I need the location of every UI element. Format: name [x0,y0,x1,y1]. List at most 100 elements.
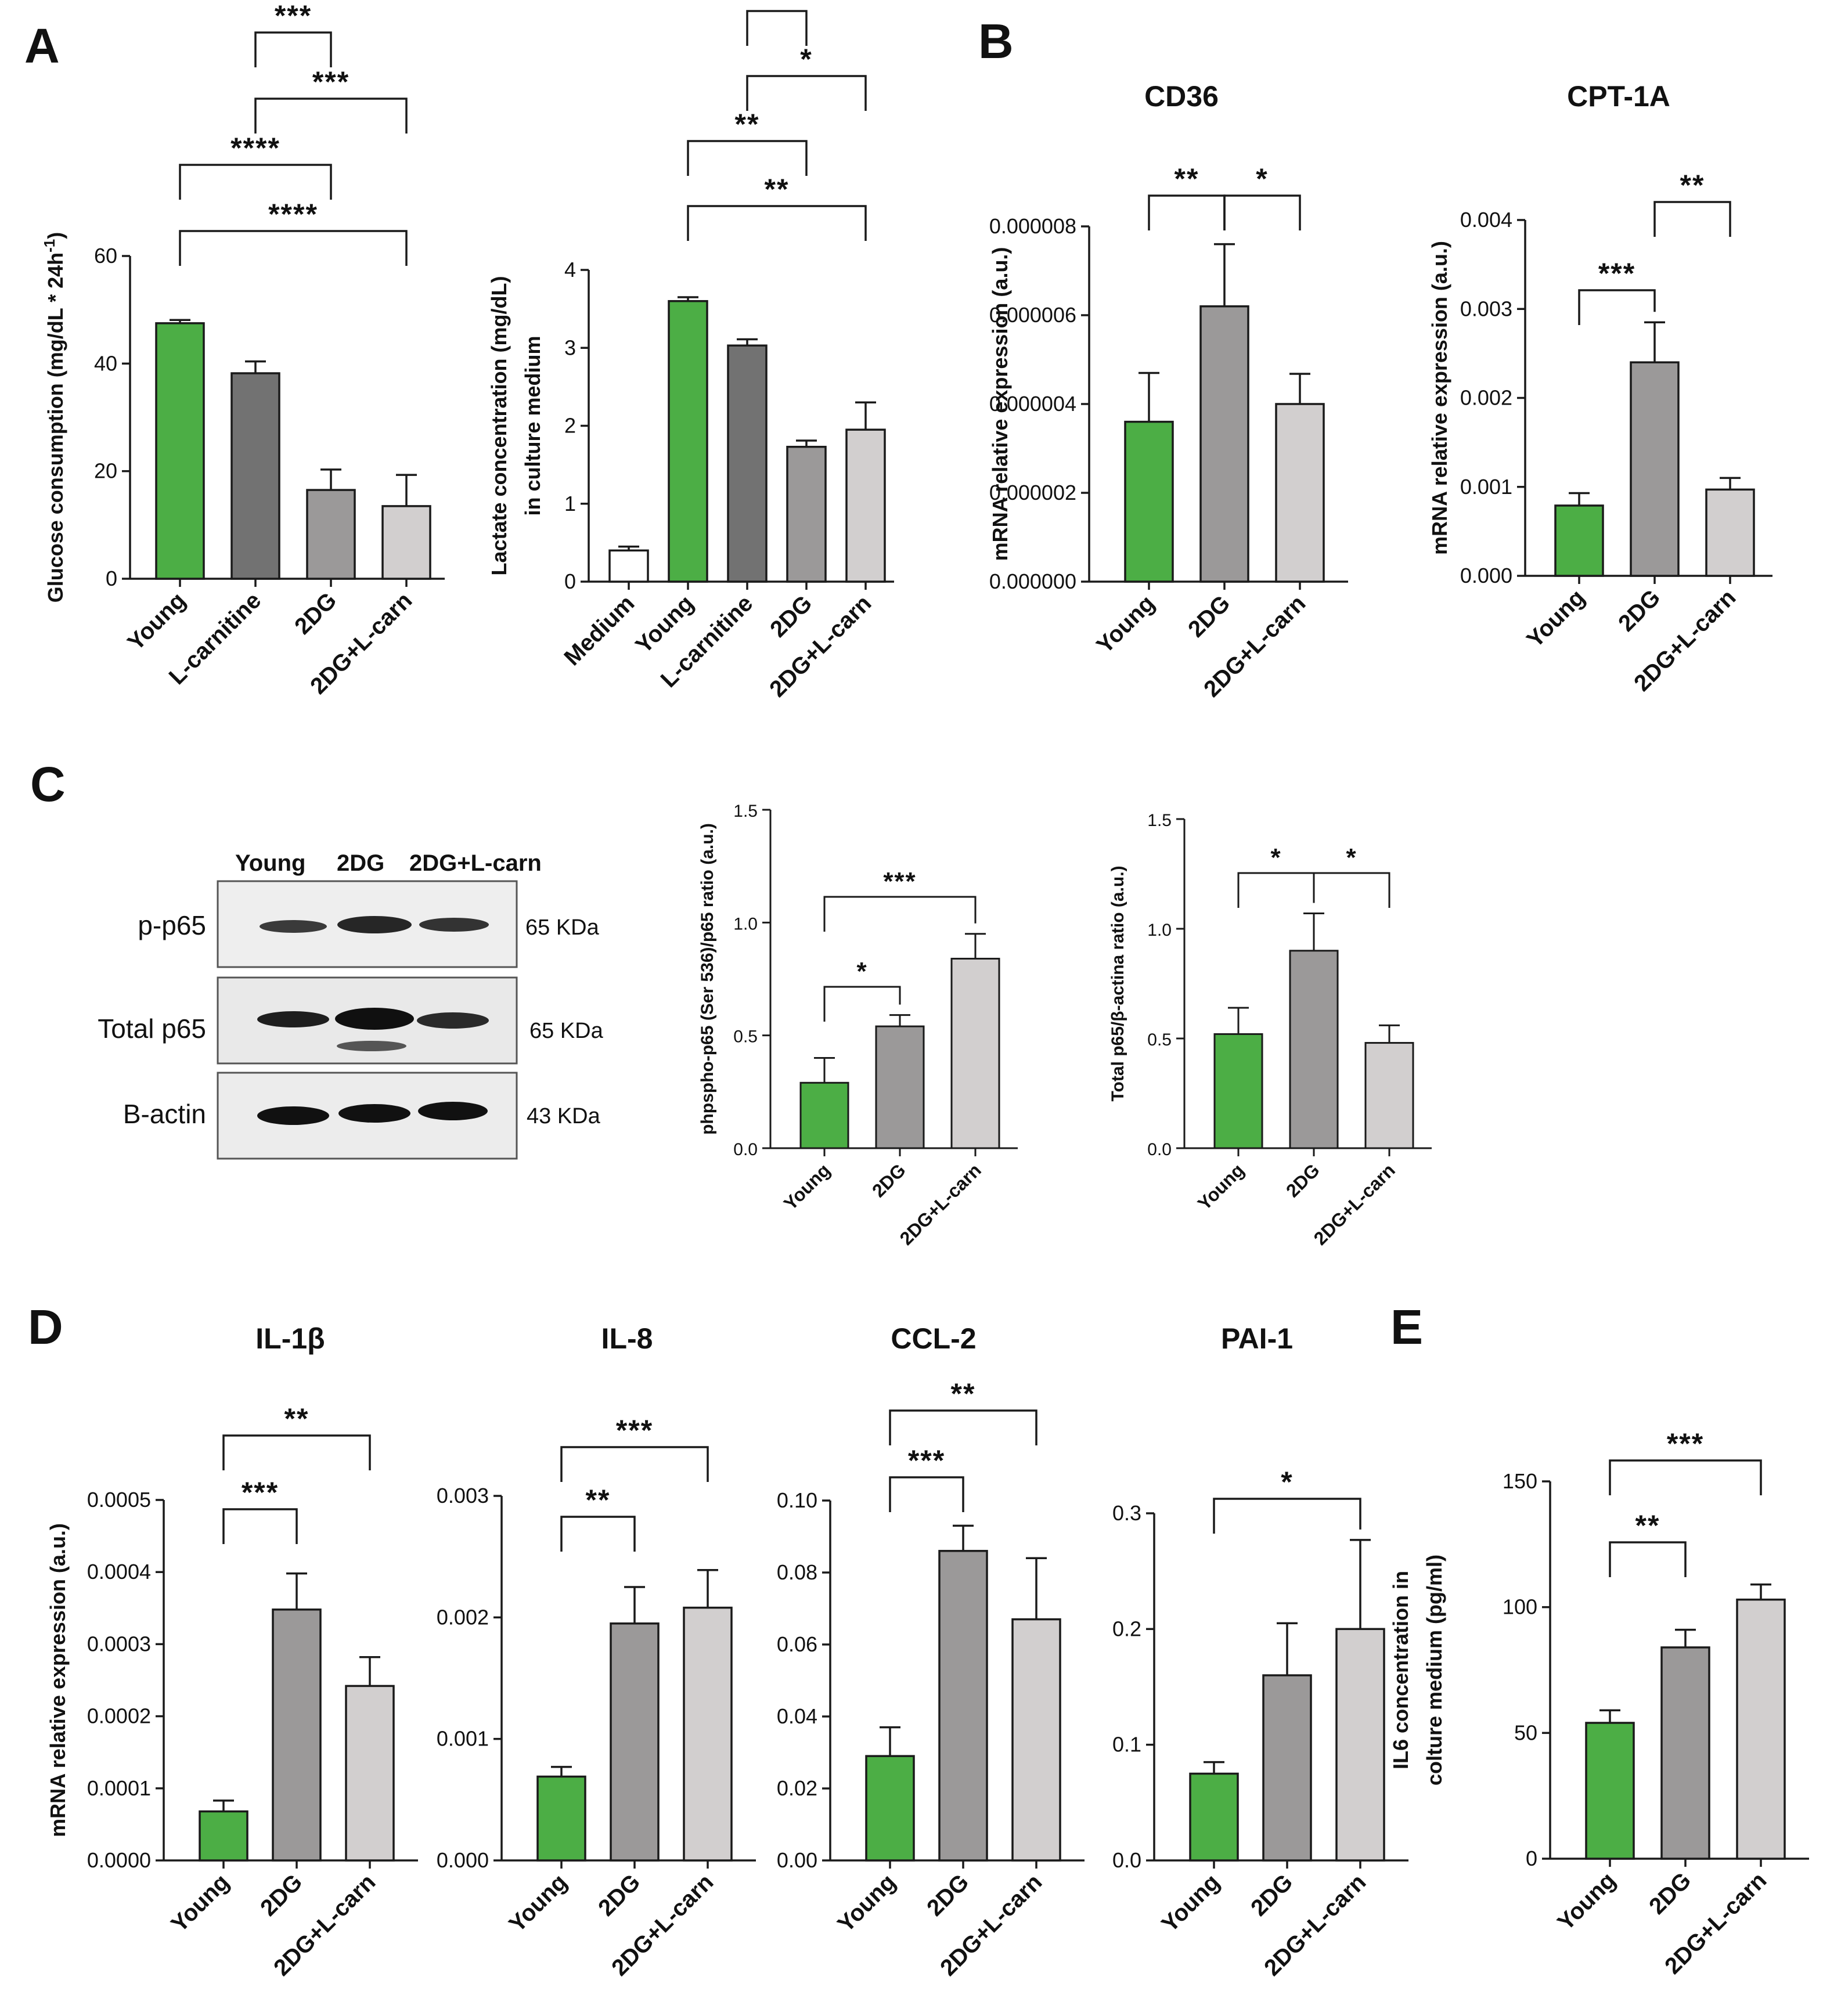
bar-lactate-0 [608,549,649,583]
significance-bracket [889,1476,964,1512]
bar-il1b-2 [345,1685,395,1862]
bar-cd36-2 [1275,403,1325,583]
significance-bracket [823,896,977,932]
significance-bracket [1213,1498,1361,1534]
significance-label: *** [883,867,916,896]
y-tick-label: 1 [564,492,576,515]
y-tick-label: 0.5 [733,1027,758,1047]
y-tick-label: 0.002 [437,1605,489,1629]
y-tick-label: 0.000006 [989,303,1076,327]
significance-bracket [1609,1459,1762,1495]
wb-row-label-bactin: B-actin [123,1099,206,1129]
significance-bracket [254,31,332,67]
chart-title-cpt1a: CPT-1A [1567,80,1670,113]
chart-title-cd36: CD36 [1144,80,1219,113]
y-tick-label: 60 [94,244,117,268]
significance-label: *** [908,1444,945,1477]
y-tick-label: 0.0 [1147,1140,1172,1159]
significance-label: * [800,43,812,75]
y-tick-label: 50 [1514,1721,1537,1744]
panel-letter-d: D [28,1300,63,1354]
significance-bracket [746,75,867,111]
significance-bracket [1313,872,1390,908]
bar-cd36-1 [1199,305,1249,583]
bar-pp65-0 [799,1081,849,1149]
y-tick-label: 0.000000 [989,569,1076,593]
wb-row-label-totalp65: Total p65 [98,1014,206,1044]
bar-lactate-3 [786,445,827,583]
y-tick-label: 0.000 [1460,564,1512,587]
y-tick-label: 0.0 [733,1140,758,1159]
y-tick-label: 100 [1503,1595,1537,1619]
wb-band [418,1102,488,1120]
significance-label: *** [275,0,312,32]
y-axis-title-lactate-line2: in culture medium [521,336,545,515]
bar-totalp65-1 [1289,950,1339,1149]
y-tick-label: 0.001 [1460,475,1512,499]
significance-bracket [889,1409,1037,1445]
panel-letter-c: C [30,757,66,812]
chart-title-il1b: IL-1β [255,1322,325,1355]
bar-glucose-2 [306,489,356,580]
significance-label: **** [230,132,280,164]
significance-label: *** [242,1476,279,1509]
wb-band [257,1011,329,1027]
y-tick-label: 0.5 [1147,1030,1172,1050]
y-tick-label: 0.08 [777,1560,817,1584]
y-tick-label: 0.000008 [989,214,1076,238]
bar-ccl2-2 [1011,1618,1061,1862]
significance-bracket [179,164,332,200]
significance-label: * [1346,843,1357,872]
panel-letter-a: A [24,19,60,73]
y-axis-title-cd36: mRNA relative expression (a.u.) [988,247,1012,561]
wb-lane-young: Young [235,850,305,876]
bar-pai1-0 [1189,1772,1239,1862]
wb-kda-pp65: 65 KDa [525,915,600,940]
significance-label: *** [1598,257,1635,290]
significance-bracket [560,1516,636,1552]
bar-il8-0 [536,1775,586,1862]
significance-bracket [687,205,867,241]
y-tick-label: 0.000002 [989,481,1076,504]
bar-il6-2 [1736,1598,1786,1860]
y-axis-title-il1b: mRNA relative expression (a.u.) [46,1523,70,1837]
wb-band [337,1041,406,1051]
bar-cd36-0 [1124,420,1174,583]
y-tick-label: 2 [564,414,576,438]
wb-row-label-pp65: p-p65 [138,910,206,940]
bar-pai1-1 [1262,1674,1312,1862]
wb-band [337,916,412,933]
bar-cpt1a-2 [1705,488,1755,577]
wb-lane-2dg-lcarn: 2DG+L-carn [409,850,542,876]
chart-title-ccl2: CCL-2 [891,1322,976,1355]
y-tick-label: 1.0 [1147,921,1172,940]
y-tick-label: 0.001 [437,1727,489,1751]
bar-glucose-1 [230,372,280,580]
wb-band [419,918,489,932]
wb-band [335,1008,414,1030]
y-tick-label: 0.0003 [87,1632,151,1656]
y-tick-label: 0.0000 [87,1848,151,1872]
significance-bracket [1653,201,1731,237]
y-axis-title-il6-line1: IL6 concentration in [1389,1571,1413,1769]
significance-bracket [254,98,408,134]
significance-label: ** [1680,169,1705,201]
chart-title-il8: IL-8 [601,1322,653,1355]
bar-totalp65-2 [1364,1042,1414,1149]
bar-lactate-1 [668,300,708,583]
y-tick-label: 1.0 [733,914,758,933]
y-tick-label: 1.5 [1147,811,1172,830]
wb-band [417,1012,489,1029]
bar-il8-2 [683,1606,733,1862]
bar-pp65-2 [950,958,1000,1149]
significance-bracket [560,1446,709,1482]
significance-label: * [1281,1466,1293,1498]
western-blot: Young 2DG 2DG+L-carn p-p65 Total p65 B-a… [98,850,604,1160]
wb-band [260,920,327,933]
y-axis-title-cpt1a: mRNA relative expression (a.u.) [1428,241,1451,555]
y-axis-title-pp65: phpspho-p65 (Ser 536)/p65 ratio (a.u.) [698,823,717,1135]
y-tick-label: 0.06 [777,1632,817,1656]
